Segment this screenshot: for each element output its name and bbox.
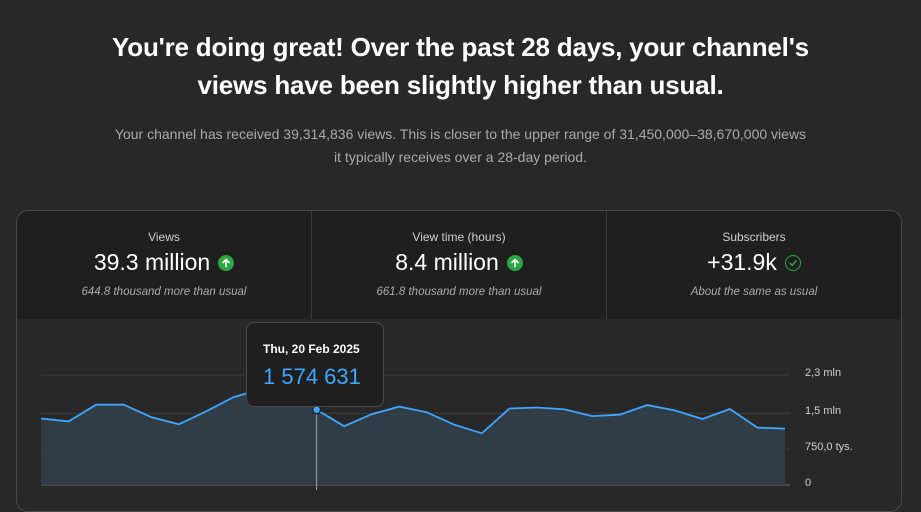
chart-line bbox=[40, 388, 786, 435]
y-tick-label: 1,5 mln bbox=[805, 405, 842, 418]
summary-line-1: Your channel has received 39,314,836 vie… bbox=[114, 126, 807, 142]
arrow-up-icon bbox=[506, 254, 523, 271]
headline-line-1: You're doing great! Over the past 28 day… bbox=[112, 32, 809, 62]
metric-value: 8.4 million bbox=[395, 249, 499, 275]
summary-line-2: it typically receives over a 28-day peri… bbox=[334, 149, 587, 165]
metric-note: 644.8 thousand more than usual bbox=[81, 286, 247, 298]
metric-value: +31.9k bbox=[707, 249, 777, 275]
metric-label: Subscribers bbox=[722, 230, 786, 244]
views-chart[interactable] bbox=[0, 0, 921, 490]
metric-value-row: 39.3 million bbox=[17, 249, 311, 276]
metric-subscribers[interactable]: Subscribers +31.9k About the same as usu… bbox=[607, 211, 901, 319]
metrics-row: Views 39.3 million 644.8 thousand more t… bbox=[17, 211, 901, 319]
headline-line-2: views have been slightly higher than usu… bbox=[197, 70, 724, 100]
metric-note: 661.8 thousand more than usual bbox=[376, 286, 542, 298]
chart-tooltip: Thu, 20 Feb 2025 1 574 631 bbox=[246, 322, 384, 407]
summary-text: Your channel has received 39,314,836 vie… bbox=[0, 123, 921, 169]
metric-value: 39.3 million bbox=[93, 249, 211, 275]
metric-label: View time (hours) bbox=[412, 230, 506, 244]
metric-view-time[interactable]: View time (hours) 8.4 million 661.8 thou… bbox=[312, 211, 607, 319]
metric-label: Views bbox=[148, 230, 180, 244]
check-circle-icon bbox=[784, 254, 801, 271]
tooltip-value: 1 574 631 bbox=[263, 364, 361, 389]
y-tick-label: 2,3 mln bbox=[805, 367, 842, 379]
y-tick-label: 750,0 tys. bbox=[805, 441, 853, 454]
metric-value-row: +31.9k bbox=[607, 249, 901, 276]
arrow-up-icon bbox=[218, 254, 235, 271]
headline: You're doing great! Over the past 28 day… bbox=[0, 28, 921, 104]
tooltip-date: Thu, 20 Feb 2025 bbox=[263, 342, 360, 356]
chart-area bbox=[41, 389, 785, 485]
metric-value-row: 8.4 million bbox=[312, 249, 606, 276]
y-tick-label: 0 bbox=[805, 477, 812, 489]
metric-note: About the same as usual bbox=[690, 286, 818, 298]
metric-views[interactable]: Views 39.3 million 644.8 thousand more t… bbox=[17, 211, 312, 319]
